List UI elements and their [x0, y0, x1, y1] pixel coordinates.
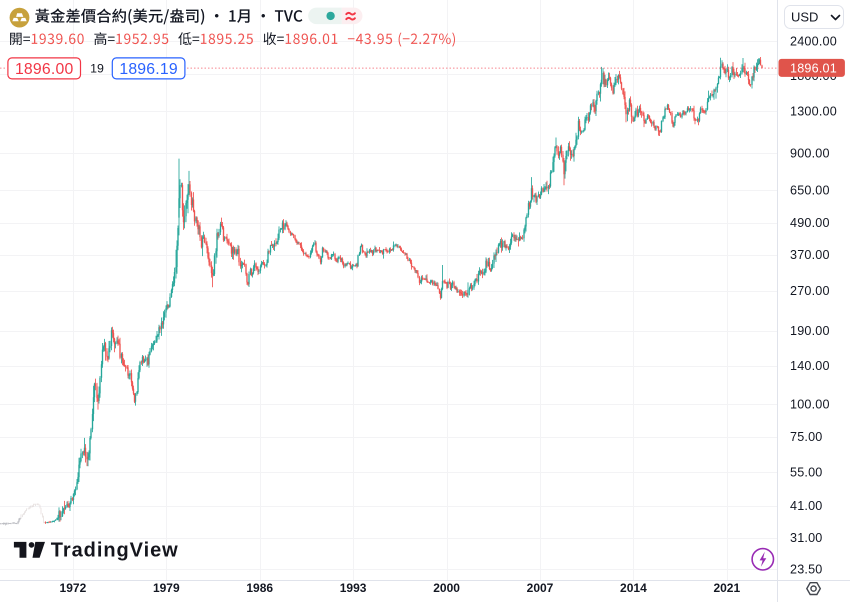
svg-text:1993: 1993	[340, 581, 367, 595]
svg-text:100.00: 100.00	[790, 397, 830, 411]
svg-text:140.00: 140.00	[790, 359, 830, 373]
svg-text:1986: 1986	[246, 581, 273, 595]
svg-text:650.00: 650.00	[790, 184, 830, 198]
svg-text:23.50: 23.50	[790, 563, 823, 577]
svg-text:55.00: 55.00	[790, 466, 823, 480]
svg-text:1896.01: 1896.01	[790, 62, 837, 76]
svg-text:370.00: 370.00	[790, 248, 830, 262]
svg-text:2000: 2000	[433, 581, 460, 595]
svg-text:75.00: 75.00	[790, 430, 823, 444]
svg-text:USD: USD	[791, 10, 818, 25]
svg-text:2400.00: 2400.00	[790, 35, 837, 49]
svg-text:490.00: 490.00	[790, 216, 830, 230]
svg-text:TradingView: TradingView	[51, 540, 179, 562]
svg-text:1896.00: 1896.00	[15, 61, 74, 78]
svg-text:270.00: 270.00	[790, 284, 830, 298]
svg-text:2014: 2014	[620, 581, 647, 595]
svg-text:1896.19: 1896.19	[119, 61, 178, 78]
svg-text:19: 19	[90, 62, 104, 76]
svg-text:2007: 2007	[527, 581, 554, 595]
svg-text:1972: 1972	[60, 581, 87, 595]
svg-text:41.00: 41.00	[790, 499, 823, 513]
svg-text:1300.00: 1300.00	[790, 105, 837, 119]
svg-text:900.00: 900.00	[790, 146, 830, 160]
svg-text:31.00: 31.00	[790, 531, 823, 545]
svg-text:1979: 1979	[153, 581, 180, 595]
svg-text:190.00: 190.00	[790, 324, 830, 338]
svg-text:2021: 2021	[713, 581, 740, 595]
